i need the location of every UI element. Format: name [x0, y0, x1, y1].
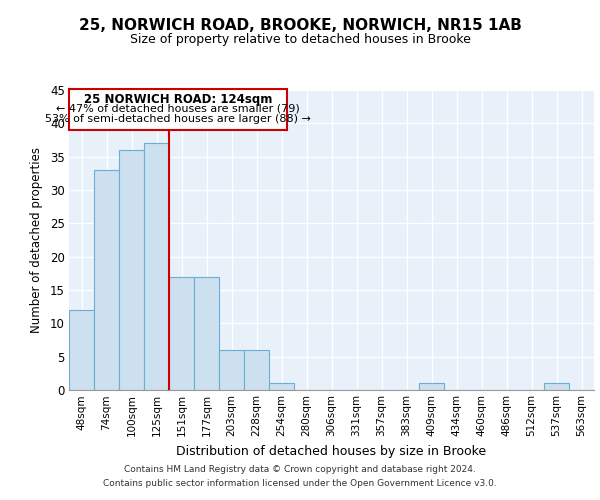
- Bar: [119, 150, 144, 390]
- Text: 53% of semi-detached houses are larger (88) →: 53% of semi-detached houses are larger (…: [45, 114, 311, 124]
- Bar: [69, 310, 94, 390]
- Text: Size of property relative to detached houses in Brooke: Size of property relative to detached ho…: [130, 32, 470, 46]
- FancyBboxPatch shape: [69, 88, 287, 130]
- Bar: [544, 384, 569, 390]
- X-axis label: Distribution of detached houses by size in Brooke: Distribution of detached houses by size …: [176, 444, 487, 458]
- Text: ← 47% of detached houses are smaller (79): ← 47% of detached houses are smaller (79…: [56, 104, 299, 114]
- Bar: [419, 384, 444, 390]
- Text: 25 NORWICH ROAD: 124sqm: 25 NORWICH ROAD: 124sqm: [83, 92, 272, 106]
- Bar: [194, 276, 219, 390]
- Bar: [94, 170, 119, 390]
- Bar: [144, 144, 169, 390]
- Y-axis label: Number of detached properties: Number of detached properties: [30, 147, 43, 333]
- Bar: [244, 350, 269, 390]
- Bar: [269, 384, 294, 390]
- Bar: [169, 276, 194, 390]
- Text: 25, NORWICH ROAD, BROOKE, NORWICH, NR15 1AB: 25, NORWICH ROAD, BROOKE, NORWICH, NR15 …: [79, 18, 521, 32]
- Text: Contains HM Land Registry data © Crown copyright and database right 2024.
Contai: Contains HM Land Registry data © Crown c…: [103, 466, 497, 487]
- Bar: [219, 350, 244, 390]
